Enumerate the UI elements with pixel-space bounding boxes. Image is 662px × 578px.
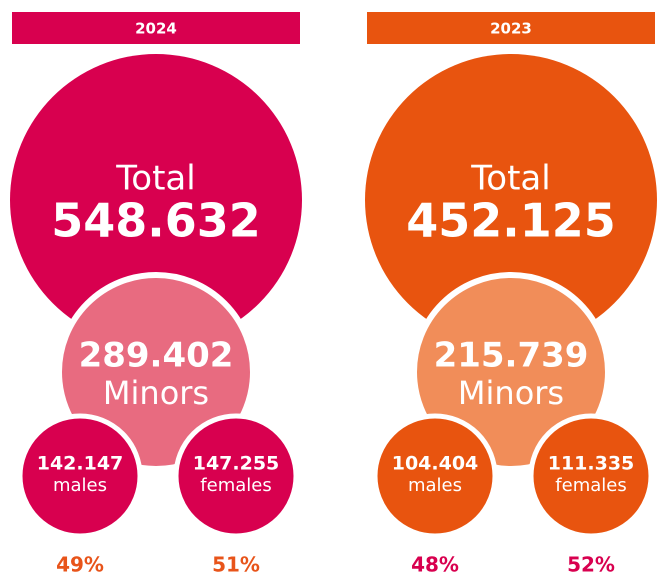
males-percent: 48% xyxy=(411,553,459,577)
males-value: 142.147 xyxy=(37,453,124,475)
males-percent: 49% xyxy=(56,553,104,577)
males-value: 104.404 xyxy=(392,453,479,475)
total-value: 548.632 xyxy=(51,194,261,248)
total-label: Total xyxy=(470,159,550,199)
total-label: Total xyxy=(115,159,195,199)
year-header xyxy=(12,12,300,44)
males-label: males xyxy=(408,475,462,496)
males-circle xyxy=(17,413,143,539)
total-value: 452.125 xyxy=(406,194,616,248)
minors-value: 289.402 xyxy=(79,336,234,376)
males-circle xyxy=(372,413,498,539)
females-circle xyxy=(528,413,654,539)
females-label: females xyxy=(555,475,626,496)
year-label: 2024 xyxy=(135,20,177,38)
females-circle xyxy=(173,413,299,539)
females-label: females xyxy=(200,475,271,496)
minors-label: Minors xyxy=(458,374,564,412)
year-label: 2023 xyxy=(490,20,532,38)
year-header xyxy=(367,12,655,44)
males-label: males xyxy=(53,475,107,496)
total-circle xyxy=(10,54,302,346)
minors-label: Minors xyxy=(103,374,209,412)
total-circle xyxy=(365,54,657,346)
females-value: 111.335 xyxy=(548,453,635,475)
females-percent: 51% xyxy=(212,553,260,577)
minors-value: 215.739 xyxy=(434,336,589,376)
females-value: 147.255 xyxy=(193,453,280,475)
females-percent: 52% xyxy=(567,553,615,577)
